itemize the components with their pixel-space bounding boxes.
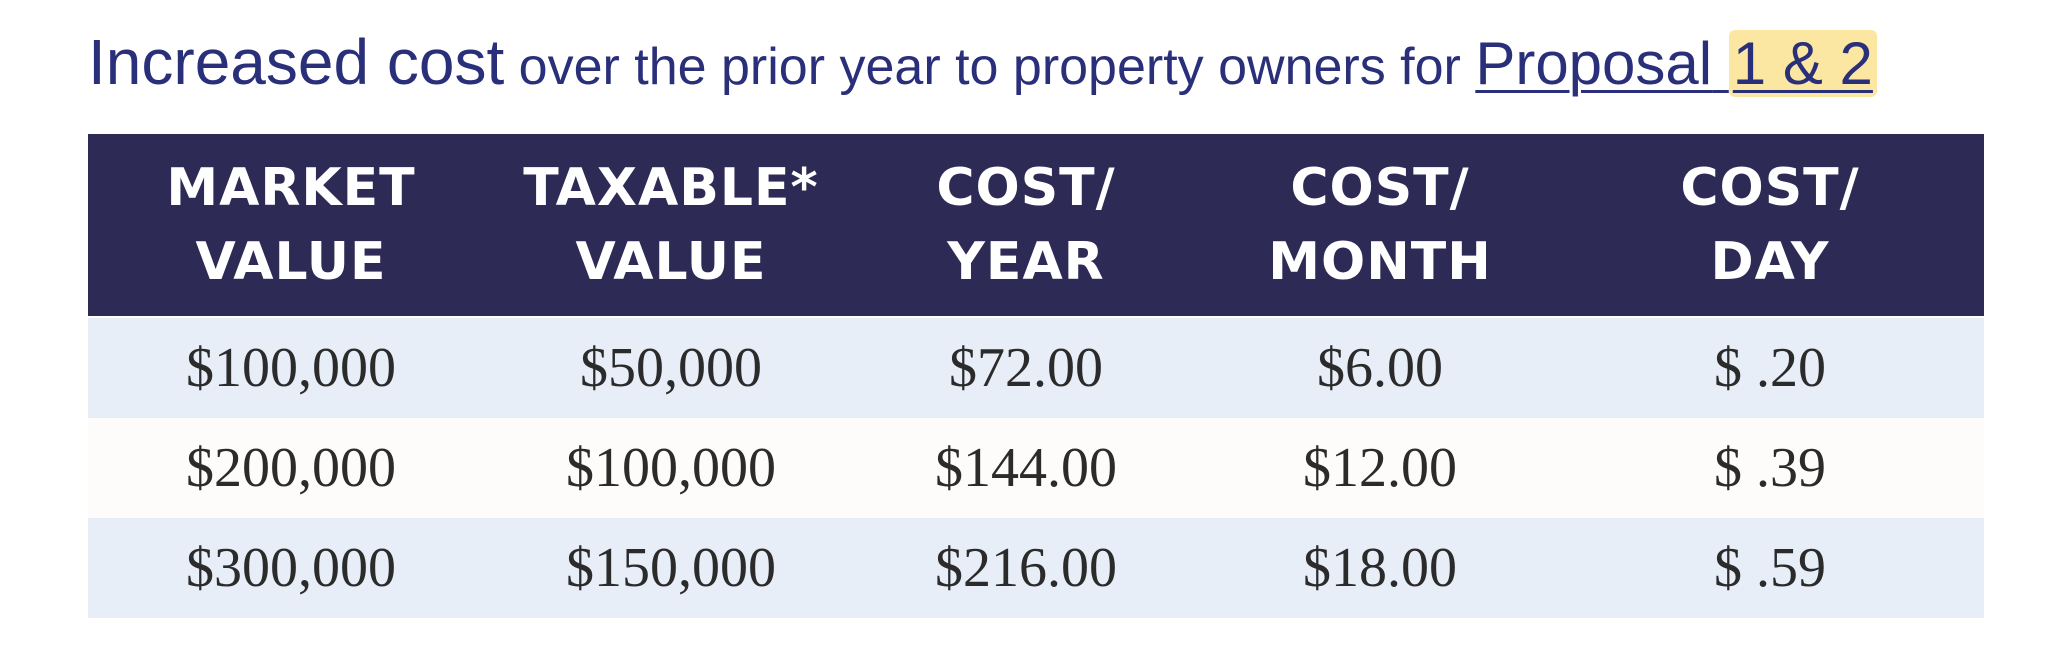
title-emphasis: Increased cost <box>88 26 505 98</box>
header-cost-day: COST/ DAY <box>1556 134 1984 316</box>
header-taxable-value: TAXABLE* VALUE <box>494 134 848 316</box>
cell-cost-day: $ .59 <box>1714 537 1826 599</box>
header-line: COST/ <box>1290 158 1470 218</box>
cell-cost-year: $216.00 <box>935 537 1117 599</box>
cost-table: MARKET VALUE TAXABLE* VALUE COST/ YEAR C… <box>88 134 1984 618</box>
table-row: $100,000 $50,000 $72.00 $6.00 $ .20 <box>88 318 1984 418</box>
header-cost-year: COST/ YEAR <box>848 134 1204 316</box>
header-cost-month: COST/ MONTH <box>1204 134 1556 316</box>
header-line: TAXABLE* <box>523 158 819 218</box>
header-line: VALUE <box>195 232 387 292</box>
header-line: MONTH <box>1268 232 1492 292</box>
cell-market-value: $300,000 <box>186 537 396 599</box>
table-row: $300,000 $150,000 $216.00 $18.00 $ .59 <box>88 518 1984 618</box>
header-line: VALUE <box>575 232 767 292</box>
header-line: MARKET <box>166 158 416 218</box>
title-text: over the prior year to property owners f… <box>504 38 1476 96</box>
cell-market-value: $100,000 <box>186 337 396 399</box>
highlighted-proposal-numbers: 1 & 2 <box>1728 30 1877 97</box>
cell-cost-month: $12.00 <box>1303 437 1457 499</box>
cell-cost-year: $72.00 <box>949 337 1103 399</box>
page-title: Increased cost over the prior year to pr… <box>88 22 1998 102</box>
table-row: $200,000 $100,000 $144.00 $12.00 $ .39 <box>88 418 1984 518</box>
proposal-link[interactable]: Proposal 1 & 2 <box>1475 30 1877 97</box>
cell-taxable-value: $50,000 <box>580 337 762 399</box>
cell-taxable-value: $150,000 <box>566 537 776 599</box>
header-line: COST/ <box>1680 158 1860 218</box>
proposal-link-text: Proposal <box>1475 30 1713 97</box>
header-line: DAY <box>1710 232 1830 292</box>
cell-cost-year: $144.00 <box>935 437 1117 499</box>
header-line: COST/ <box>936 158 1116 218</box>
cell-cost-month: $6.00 <box>1317 337 1443 399</box>
cell-market-value: $200,000 <box>186 437 396 499</box>
cell-cost-day: $ .20 <box>1714 337 1826 399</box>
header-market-value: MARKET VALUE <box>88 134 494 316</box>
cell-taxable-value: $100,000 <box>566 437 776 499</box>
cell-cost-month: $18.00 <box>1303 537 1457 599</box>
header-line: YEAR <box>947 232 1105 292</box>
table-header: MARKET VALUE TAXABLE* VALUE COST/ YEAR C… <box>88 134 1984 316</box>
cell-cost-day: $ .39 <box>1714 437 1826 499</box>
